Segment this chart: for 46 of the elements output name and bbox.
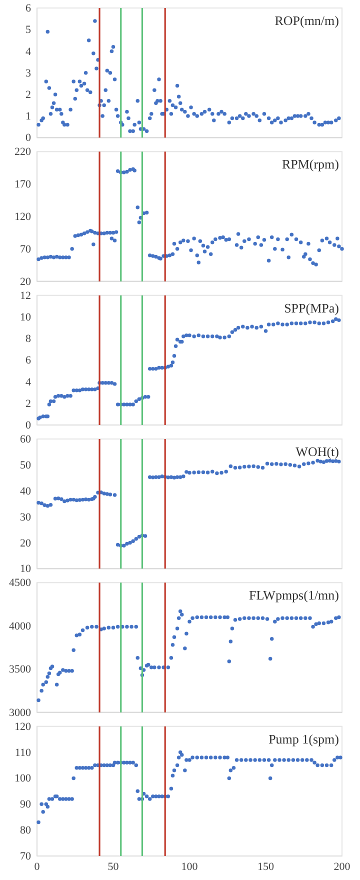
chart-title: WOH(t): [296, 444, 339, 459]
y-tick-label: 120: [14, 720, 32, 733]
x-tick-label: 100: [181, 860, 198, 873]
y-tick-label: 90: [20, 798, 32, 811]
chart-title: Pump 1(spm): [268, 731, 339, 746]
y-tick-label: 170: [14, 178, 32, 191]
y-tick-label: 6: [26, 2, 32, 15]
y-tick-label: 3: [26, 67, 32, 80]
y-tick-label: 5: [26, 24, 32, 36]
y-tick-label: 1: [26, 110, 31, 123]
y-tick-label: 0: [26, 420, 32, 432]
y-tick-label: 20: [20, 276, 32, 288]
x-tick-label: 200: [334, 860, 351, 873]
y-tick-label: 10: [20, 311, 32, 324]
y-tick-label: 30: [20, 511, 32, 524]
y-tick-label: 220: [14, 146, 32, 158]
y-tick-label: 6: [26, 354, 32, 367]
y-tick-label: 3500: [9, 664, 32, 676]
y-tick-label: 2: [26, 398, 31, 410]
y-tick-label: 120: [14, 211, 32, 224]
x-tick-label: 0: [34, 860, 40, 873]
chart-title: SPP(MPa): [284, 300, 339, 316]
y-tick-label: 110: [14, 746, 32, 759]
y-tick-label: 0: [26, 132, 32, 144]
y-tick-label: 40: [20, 485, 32, 498]
y-tick-label: 4: [26, 46, 32, 58]
y-tick-label: 4000: [9, 620, 32, 632]
chart-title: FLWpmps(1/mn): [248, 588, 339, 603]
y-tick-label: 70: [20, 850, 32, 863]
y-tick-label: 70: [20, 243, 32, 256]
y-tick-label: 10: [20, 563, 32, 576]
y-tick-label: 20: [20, 537, 32, 550]
x-tick-label: 150: [258, 860, 274, 873]
y-tick-label: 50: [20, 459, 32, 472]
chart-title: RPM(rpm): [282, 156, 339, 172]
y-tick-label: 8: [26, 333, 32, 346]
y-tick-label: 2: [26, 88, 31, 101]
y-tick-label: 4500: [9, 577, 32, 590]
y-tick-label: 100: [14, 772, 32, 785]
chart-title: ROP(mn/m): [274, 13, 339, 28]
y-tick-label: 4: [26, 376, 32, 388]
y-tick-label: 60: [20, 434, 32, 446]
x-tick-label: 50: [108, 860, 120, 873]
y-tick-label: 80: [20, 824, 32, 837]
y-tick-label: 12: [20, 290, 31, 302]
y-tick-label: 3000: [9, 706, 32, 719]
